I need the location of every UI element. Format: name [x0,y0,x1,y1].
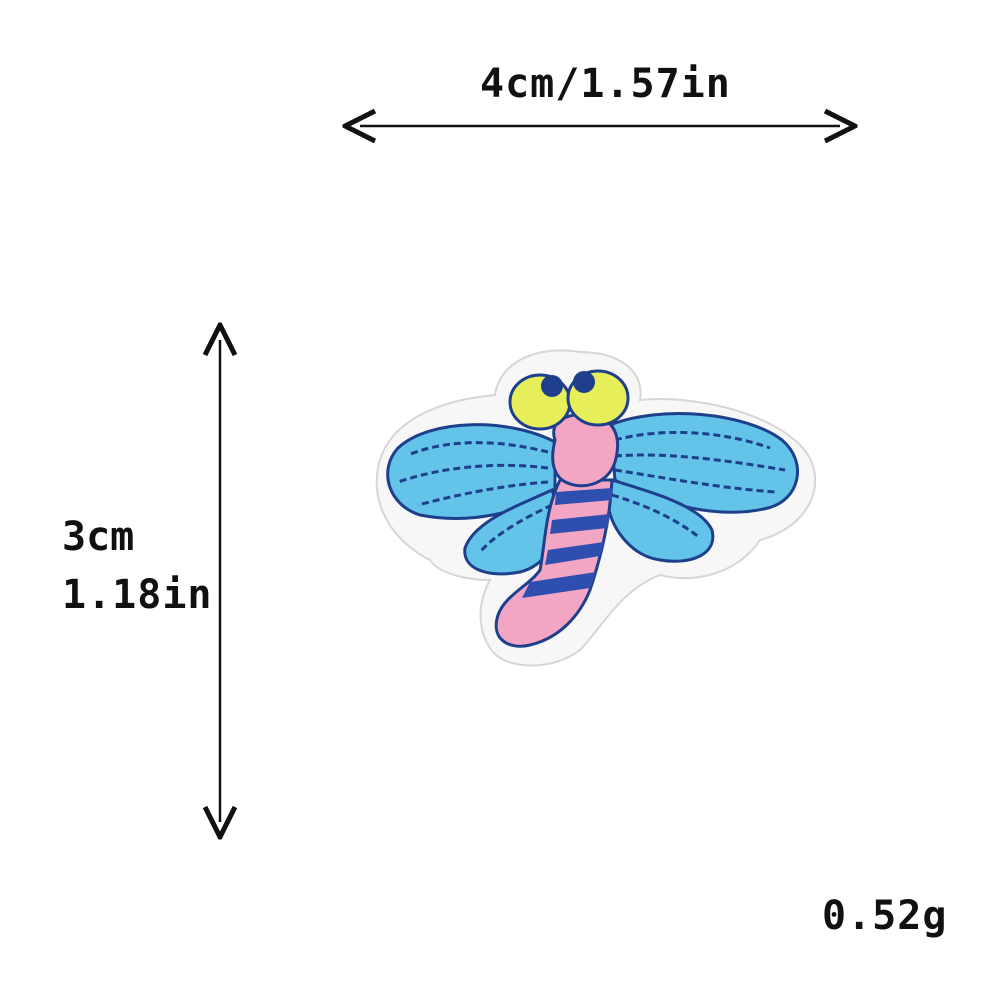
height-dimension-in-label: 1.18in [62,572,213,618]
width-dimension-label: 4cm/1.57in [480,61,731,107]
wing-stitches [397,430,786,553]
dragonfly-head [551,412,620,488]
dragonfly-eyes [508,369,630,431]
abdomen-stripes [522,488,612,598]
dragonfly-patch-image [375,349,817,667]
height-dimension-cm-label: 3cm [62,514,135,560]
right-lower-wing [606,478,715,563]
weight-label: 0.52g [822,893,948,939]
